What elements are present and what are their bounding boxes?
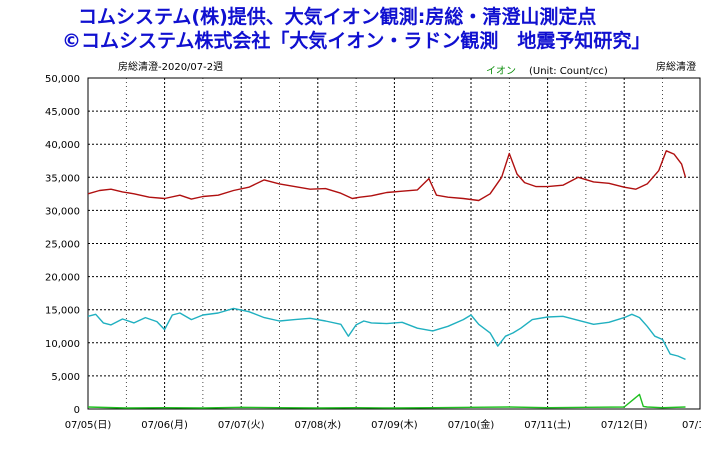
- y-tick-label: 30,000: [45, 206, 80, 217]
- x-tick-label: 07/10(金): [448, 418, 495, 431]
- y-tick-label: 35,000: [45, 173, 80, 184]
- y-tick-label: 10,000: [45, 339, 80, 350]
- y-tick-label: 0: [74, 405, 80, 416]
- chart-subtitle: ©コムシステム株式会社「大気イオン・ラドン観測 地震予知研究」: [62, 30, 651, 52]
- unit-label: (Unit: Count/cc): [529, 66, 608, 77]
- ion-label: イオン: [486, 65, 516, 77]
- series-line-series_red: [87, 150, 687, 202]
- x-tick-label: 07/06(月): [141, 419, 188, 431]
- x-tick-label: 07/07(火): [218, 419, 265, 431]
- series-group: [87, 150, 687, 409]
- chart-title: コムシステム(株)提供、大気イオン観測:房総・清澄山測定点: [78, 6, 597, 28]
- y-tick-label: 5,000: [51, 372, 80, 383]
- x-tick-label: 07/12(日): [601, 420, 648, 431]
- station-label-right: 房総清澄: [656, 60, 696, 73]
- x-tick-label: 07/11(土): [524, 418, 571, 431]
- x-tick-label: 07/1: [682, 420, 701, 431]
- station-label: 房総清澄-2020/07-2週: [118, 60, 223, 73]
- y-tick-label: 25,000: [45, 240, 80, 251]
- x-tick-label: 07/05(日): [65, 420, 112, 431]
- series-line-series_cyan: [87, 307, 686, 361]
- y-tick-label: 50,000: [45, 74, 80, 85]
- y-tick-label: 45,000: [45, 107, 80, 118]
- series-line-series_green: [87, 393, 686, 409]
- x-tick-label: 07/09(木): [371, 419, 418, 431]
- y-axis: 0 5,000 10,000 15,000 20,000 25,000 30,000 35,0…: [45, 74, 80, 416]
- grid: [87, 77, 701, 410]
- y-tick-label: 40,000: [45, 140, 80, 151]
- x-tick-label: 07/08(水): [294, 419, 341, 431]
- y-tick-label: 15,000: [45, 306, 80, 317]
- x-axis: 07/05(日) 07/06(月) 07/07(火) 07/08(水) 07/09(木)…: [65, 418, 701, 431]
- y-tick-label: 20,000: [45, 273, 80, 284]
